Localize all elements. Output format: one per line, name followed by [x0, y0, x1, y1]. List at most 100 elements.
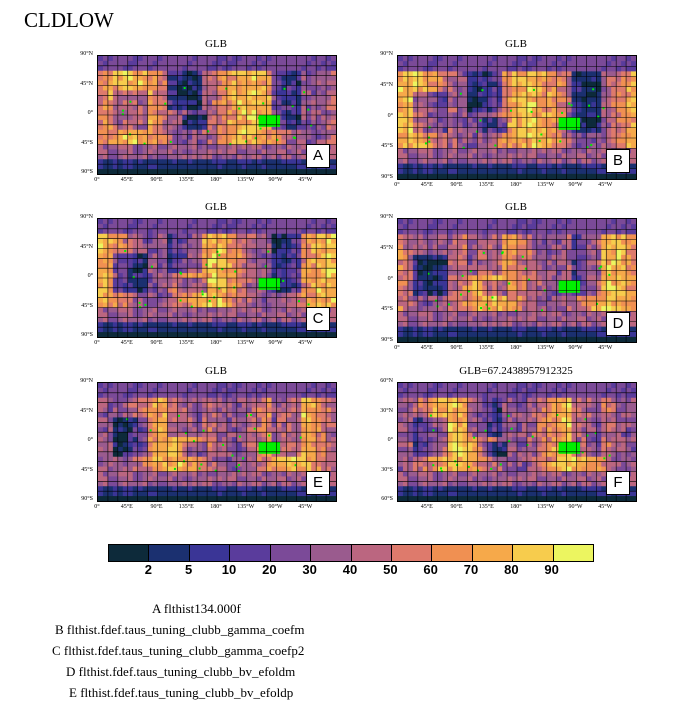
heat-cell [537, 118, 542, 124]
heat-cell [267, 56, 272, 61]
heat-cell [227, 115, 232, 120]
heat-cell [621, 143, 626, 149]
heat-cell [217, 76, 222, 81]
heat-cell [252, 288, 257, 293]
heat-cell [316, 81, 321, 86]
heat-cell [291, 164, 296, 169]
heat-cell [507, 164, 512, 170]
heat-cell [581, 337, 586, 342]
heat-cell [462, 229, 467, 235]
heat-cell [222, 66, 227, 71]
heat-cell [177, 95, 182, 100]
heat-cell [423, 118, 428, 124]
heat-cell [581, 229, 586, 235]
heat-cell [153, 332, 158, 337]
heat-cell [453, 301, 458, 307]
heat-cell [453, 291, 458, 297]
heat-cell [522, 97, 527, 103]
heat-cell [512, 265, 517, 271]
heat-cell [247, 164, 252, 169]
heat-cell [398, 138, 403, 144]
heat-cell [113, 130, 118, 135]
heat-cell [458, 169, 463, 175]
heat-cell [438, 82, 443, 88]
heat-cell [311, 229, 316, 234]
heat-cell [177, 249, 182, 254]
heat-cell [438, 128, 443, 134]
heat-cell [596, 229, 601, 235]
heat-cell [552, 107, 557, 113]
heat-cell [316, 283, 321, 288]
heat-cell [542, 337, 547, 342]
heat-cell [552, 255, 557, 261]
heat-cell [286, 149, 291, 154]
heat-cell [596, 332, 601, 338]
heat-cell [172, 332, 177, 337]
heat-cell [113, 71, 118, 76]
heat-cell [581, 112, 586, 118]
heat-cell [311, 298, 316, 303]
heat-cell [462, 240, 467, 246]
heat-cell [606, 337, 611, 342]
heat-cell [502, 291, 507, 297]
heat-cell [291, 61, 296, 66]
heat-cell [458, 240, 463, 246]
heat-cell [326, 298, 331, 303]
heat-cell [443, 123, 448, 129]
heat-cell [207, 145, 212, 150]
heat-cell [547, 250, 552, 256]
heat-cell [462, 138, 467, 144]
heat-cell [272, 71, 277, 76]
heat-cell [252, 71, 257, 76]
heat-cell [316, 258, 321, 263]
heat-cell [291, 100, 296, 105]
heat-cell [433, 311, 438, 317]
heat-cell [108, 219, 113, 224]
heat-cell [606, 102, 611, 108]
heat-cell [217, 164, 222, 169]
heat-cell [453, 102, 458, 108]
heat-cell [172, 288, 177, 293]
heat-cell [606, 77, 611, 83]
heat-cell [296, 244, 301, 249]
heat-cell [542, 281, 547, 287]
significance-dot [207, 130, 209, 132]
heat-cell [462, 169, 467, 175]
heat-cell [133, 293, 138, 298]
heat-cell [187, 145, 192, 150]
heat-cell [552, 260, 557, 266]
heat-cell [502, 128, 507, 134]
heat-cell [438, 270, 443, 276]
heat-cell [438, 56, 443, 62]
heat-cell [586, 316, 591, 322]
heat-cell [596, 286, 601, 292]
heat-cell [321, 253, 326, 258]
heat-cell [477, 56, 482, 62]
heat-cell [512, 245, 517, 251]
heat-cell [217, 258, 222, 263]
heat-cell [626, 291, 631, 297]
heat-cell [462, 118, 467, 124]
heat-cell [438, 153, 443, 159]
heat-cell [398, 234, 403, 240]
heat-cell [212, 224, 217, 229]
heat-cell [631, 133, 636, 139]
heat-cell [472, 148, 477, 154]
heat-cell [572, 169, 577, 175]
heat-cell [507, 97, 512, 103]
heat-cell [277, 224, 282, 229]
heat-cell [118, 56, 123, 61]
heat-cell [262, 135, 267, 140]
heat-cell [577, 270, 582, 276]
heat-cell [552, 82, 557, 88]
heat-cell [272, 224, 277, 229]
heat-cell [398, 255, 403, 261]
heat-cell [272, 145, 277, 150]
heat-cell [281, 140, 286, 145]
heat-cell [153, 105, 158, 110]
heat-cell [453, 153, 458, 159]
heat-cell [423, 229, 428, 235]
panel-title: GLB [397, 38, 635, 50]
heat-cell [616, 286, 621, 292]
heat-cell [418, 153, 423, 159]
